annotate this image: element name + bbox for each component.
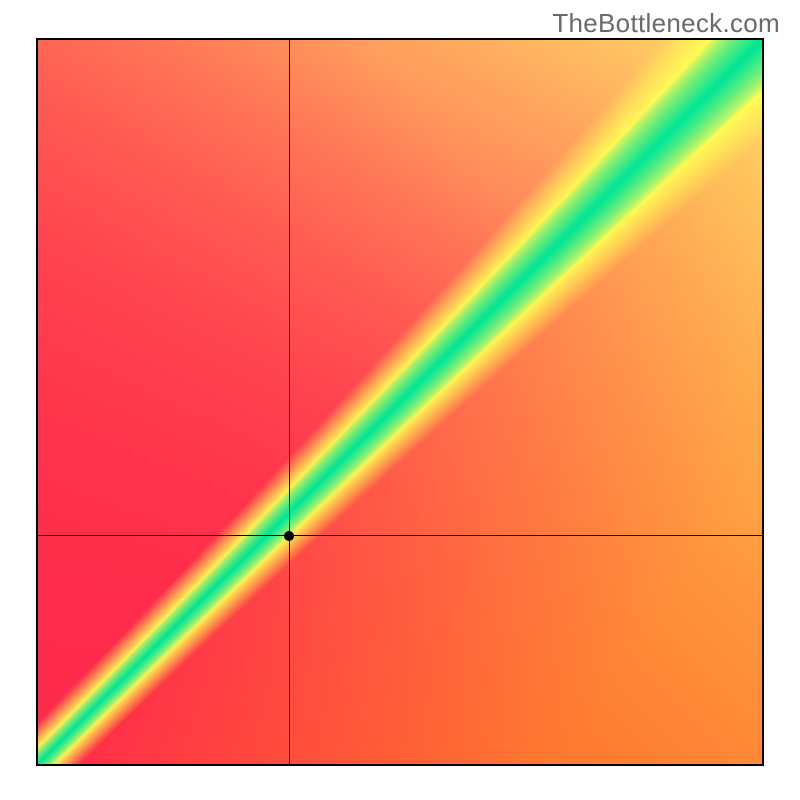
crosshair-horizontal (38, 535, 762, 536)
crosshair-dot (284, 531, 294, 541)
bottleneck-heatmap (38, 40, 762, 764)
chart-stage: TheBottleneck.com (0, 0, 800, 800)
crosshair-vertical (289, 40, 290, 764)
watermark-text: TheBottleneck.com (552, 8, 780, 39)
